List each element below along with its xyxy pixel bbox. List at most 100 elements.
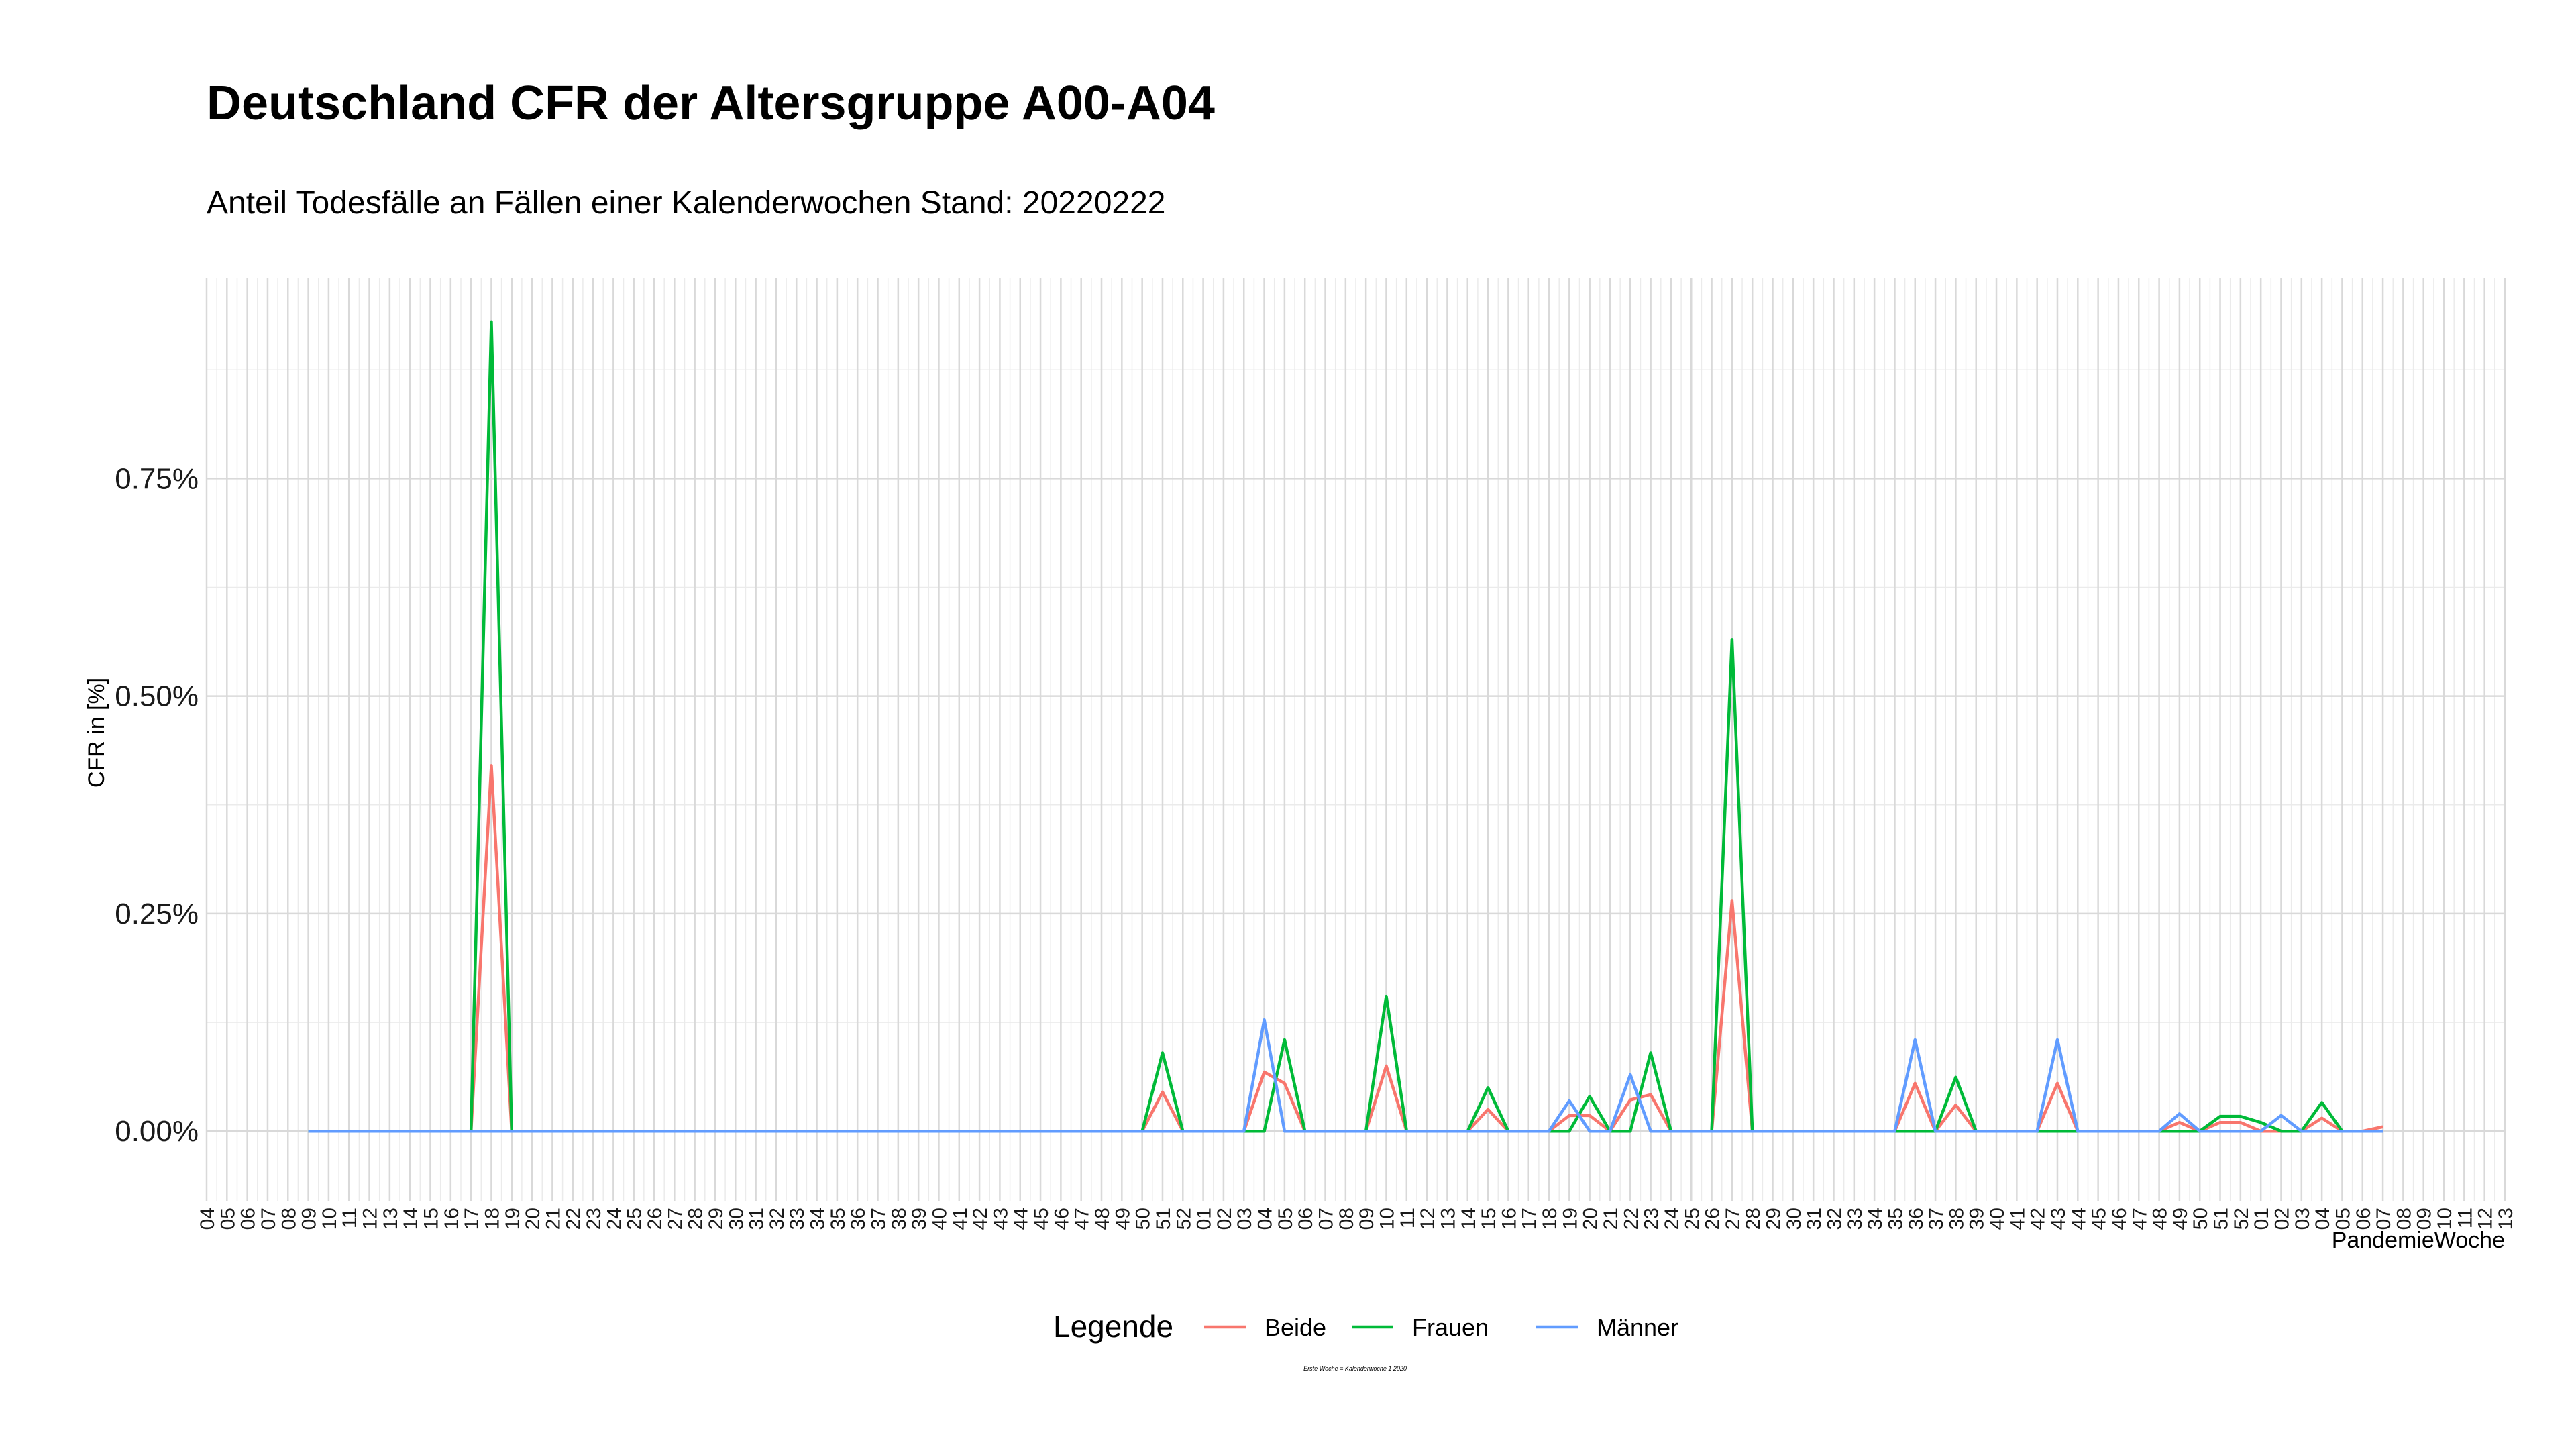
x-tick-label: 28 — [1742, 1208, 1764, 1230]
x-tick-label: 07 — [2373, 1208, 2395, 1230]
x-tick-label: 13 — [380, 1208, 402, 1230]
x-tick-label: 02 — [2271, 1208, 2293, 1230]
x-tick-label: 11 — [1397, 1208, 1419, 1228]
x-tick-label: 18 — [1539, 1208, 1561, 1230]
legend-items: Beide Frauen Männer — [1204, 1313, 1678, 1341]
x-tick-label: 19 — [1559, 1208, 1581, 1230]
x-tick-label: 40 — [1986, 1208, 2008, 1230]
x-tick-label: 27 — [1722, 1208, 1744, 1230]
x-tick-label: 14 — [1458, 1208, 1480, 1230]
x-tick-label: 09 — [1356, 1208, 1378, 1230]
x-tick-label: 48 — [1091, 1208, 1114, 1230]
x-tick-label: 31 — [1803, 1208, 1825, 1230]
x-tick-label: 39 — [908, 1208, 930, 1230]
x-tick-label: 45 — [2088, 1208, 2110, 1230]
x-tick-label: 36 — [847, 1208, 869, 1230]
x-tick-label: 31 — [746, 1208, 768, 1230]
x-tick-label: 05 — [217, 1208, 239, 1230]
x-tick-label: 26 — [644, 1208, 666, 1230]
x-tick-label: 09 — [299, 1208, 321, 1230]
x-tick-label: 36 — [1905, 1208, 1927, 1230]
x-tick-label: 43 — [989, 1208, 1012, 1230]
x-tick-label: 38 — [888, 1208, 910, 1230]
x-tick-label: 06 — [1295, 1208, 1317, 1230]
x-tick-label: 03 — [2292, 1208, 2314, 1230]
x-tick-label: 10 — [319, 1208, 341, 1230]
y-tick-label: 0.50% — [115, 680, 199, 713]
x-tick-label: 46 — [1051, 1208, 1073, 1230]
x-axis-title: PandemieWoche — [2332, 1228, 2505, 1253]
x-tick-label: 47 — [2129, 1208, 2151, 1230]
x-tick-label: 50 — [1132, 1208, 1155, 1230]
x-tick-label: 34 — [807, 1208, 829, 1230]
x-tick-label: 22 — [1620, 1208, 1642, 1230]
x-tick-label: 37 — [868, 1208, 890, 1230]
chart-title: Deutschland CFR der Altersgruppe A00-A04 — [207, 76, 1215, 130]
x-tick-label: 06 — [2353, 1208, 2375, 1230]
x-tick-label: 48 — [2149, 1208, 2171, 1230]
x-tick-label: 49 — [2169, 1208, 2192, 1230]
x-tick-label: 02 — [1214, 1208, 1236, 1230]
x-tick-label: 06 — [237, 1208, 260, 1230]
x-tick-label: 01 — [2251, 1208, 2273, 1230]
x-tick-label: 13 — [2495, 1208, 2517, 1230]
x-tick-label: 04 — [1254, 1208, 1277, 1230]
x-tick-label: 47 — [1071, 1208, 1093, 1230]
x-tick-label: 42 — [969, 1208, 991, 1230]
x-tick-label: 01 — [1193, 1208, 1216, 1230]
x-tick-label: 07 — [1316, 1208, 1338, 1230]
x-tick-label: 12 — [1417, 1208, 1439, 1230]
x-tick-label: 29 — [1763, 1208, 1785, 1230]
x-tick-label: 05 — [2332, 1208, 2354, 1230]
x-tick-label: 22 — [563, 1208, 585, 1230]
x-tick-label: 16 — [441, 1208, 463, 1230]
x-tick-label: 52 — [2231, 1208, 2253, 1230]
x-tick-label: 43 — [2047, 1208, 2070, 1230]
x-tick-label: 39 — [1966, 1208, 1988, 1230]
x-tick-label: 28 — [685, 1208, 707, 1230]
legend-label: Männer — [1597, 1313, 1678, 1341]
x-tick-label: 09 — [2414, 1208, 2436, 1230]
x-tick-label: 25 — [624, 1208, 646, 1230]
x-tick-label: 08 — [278, 1208, 300, 1230]
x-tick-label: 27 — [664, 1208, 686, 1230]
x-tick-label: 03 — [1234, 1208, 1256, 1230]
legend-title: Legende — [1053, 1309, 1173, 1344]
x-tick-label: 35 — [827, 1208, 849, 1230]
x-tick-label: 15 — [1478, 1208, 1500, 1230]
x-tick-label: 44 — [1010, 1208, 1032, 1230]
x-tick-label: 45 — [1030, 1208, 1053, 1230]
x-tick-label: 05 — [1275, 1208, 1297, 1230]
x-tick-label: 12 — [2475, 1208, 2497, 1230]
x-tick-label: 08 — [1336, 1208, 1358, 1230]
x-tick-label: 20 — [522, 1208, 544, 1230]
chart-subtitle: Anteil Todesfälle an Fällen einer Kalend… — [207, 185, 1165, 221]
x-tick-label: 17 — [1519, 1208, 1541, 1230]
x-tick-label: 11 — [2454, 1208, 2476, 1228]
x-tick-label: 10 — [2434, 1208, 2456, 1230]
x-tick-label: 18 — [481, 1208, 503, 1230]
x-tick-label: 49 — [1112, 1208, 1134, 1230]
y-tick-label: 0.75% — [115, 462, 199, 495]
legend: Legende Beide Frauen Männer — [1053, 1309, 1678, 1344]
x-tick-label: 15 — [421, 1208, 443, 1230]
x-tick-label: 44 — [2068, 1208, 2090, 1230]
x-tick-label: 24 — [1661, 1208, 1683, 1230]
x-tick-label: 30 — [725, 1208, 747, 1230]
x-tick-label: 04 — [197, 1208, 219, 1230]
x-tick-label: 24 — [603, 1208, 625, 1230]
x-tick-label: 32 — [766, 1208, 788, 1230]
x-tick-label: 14 — [400, 1208, 422, 1230]
x-tick-label: 04 — [2312, 1208, 2334, 1230]
x-tick-label: 21 — [1600, 1208, 1622, 1230]
x-tick-label: 51 — [1152, 1208, 1175, 1230]
x-tick-label: 51 — [2210, 1208, 2233, 1230]
x-tick-label: 17 — [461, 1208, 483, 1230]
x-tick-label: 10 — [1376, 1208, 1398, 1230]
x-tick-label: 08 — [2393, 1208, 2415, 1230]
x-tick-label: 21 — [542, 1208, 564, 1230]
x-tick-label: 30 — [1783, 1208, 1805, 1230]
x-tick-label: 23 — [1641, 1208, 1663, 1230]
x-tick-label: 12 — [360, 1208, 382, 1230]
series-line-m-nner — [308, 1018, 2383, 1133]
